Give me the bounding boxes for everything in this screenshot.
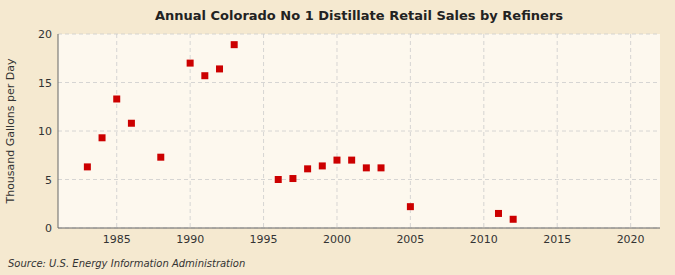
point — [378, 164, 385, 171]
point — [333, 157, 340, 164]
x-axis-line — [58, 228, 660, 229]
point — [201, 72, 208, 79]
background — [0, 0, 675, 275]
y-axis-label: Thousand Gallons per Day — [4, 58, 17, 205]
point — [510, 216, 517, 223]
point — [99, 134, 106, 141]
point — [113, 95, 120, 102]
x-grid-line — [336, 34, 337, 228]
y-axis-line — [58, 34, 59, 228]
point — [231, 41, 238, 48]
x-tick-label: 1990 — [176, 233, 204, 246]
x-tick-label: 1985 — [103, 233, 131, 246]
point — [348, 157, 355, 164]
x-tick-label: 2005 — [396, 233, 424, 246]
point — [363, 164, 370, 171]
x-grid-line — [630, 34, 631, 228]
chart: 1985 1990 1995 2000 2005 2010 2015 2020 0 5 10 15 20… — [0, 0, 675, 275]
y-tick-label: 20 — [38, 28, 52, 41]
points — [84, 41, 517, 223]
point — [84, 163, 91, 170]
x-grid-line — [483, 34, 484, 228]
point — [289, 175, 296, 182]
y-tick-label: 0 — [45, 222, 52, 235]
point — [157, 154, 164, 161]
title: Annual Colorado No 1 Distillate Retail S… — [155, 8, 563, 23]
y-tick-label: 10 — [38, 125, 52, 138]
x-tick-label: 2000 — [323, 233, 351, 246]
y-grid-line — [58, 82, 660, 83]
point — [216, 65, 223, 72]
x-tick-label: 2015 — [543, 233, 571, 246]
source: Source: U.S. Energy Information Administ… — [8, 258, 245, 269]
x-tick-label: 1995 — [250, 233, 278, 246]
y-grid-line — [58, 34, 660, 35]
point — [495, 210, 502, 217]
point — [128, 120, 135, 127]
point — [187, 60, 194, 67]
point — [407, 203, 414, 210]
point — [304, 165, 311, 172]
point — [275, 176, 282, 183]
y-tick-label: 15 — [38, 77, 52, 90]
grid — [58, 34, 660, 228]
y-grid-line — [58, 179, 660, 180]
x-tick-label: 2010 — [470, 233, 498, 246]
y-grid-line — [58, 131, 660, 132]
point — [319, 162, 326, 169]
plot-area — [58, 34, 660, 228]
y-grid-line — [58, 228, 660, 229]
x-tick-label: 2020 — [617, 233, 645, 246]
y-tick-label: 5 — [45, 174, 52, 187]
